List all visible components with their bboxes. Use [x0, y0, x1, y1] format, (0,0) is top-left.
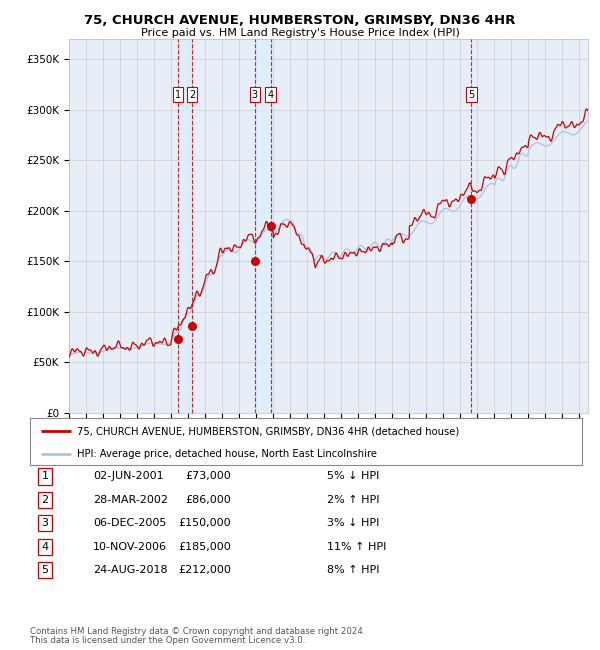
Text: 1: 1 — [175, 90, 181, 99]
Text: 75, CHURCH AVENUE, HUMBERSTON, GRIMSBY, DN36 4HR (detached house): 75, CHURCH AVENUE, HUMBERSTON, GRIMSBY, … — [77, 426, 459, 436]
Text: 24-AUG-2018: 24-AUG-2018 — [93, 565, 167, 575]
Text: 2: 2 — [189, 90, 195, 99]
Text: £73,000: £73,000 — [185, 471, 231, 482]
Text: 4: 4 — [41, 541, 49, 552]
Text: £150,000: £150,000 — [178, 518, 231, 528]
Text: Contains HM Land Registry data © Crown copyright and database right 2024.: Contains HM Land Registry data © Crown c… — [30, 627, 365, 636]
Text: 5: 5 — [41, 565, 49, 575]
Text: 3: 3 — [252, 90, 258, 99]
Text: 5: 5 — [468, 90, 475, 99]
Text: £86,000: £86,000 — [185, 495, 231, 505]
Text: Price paid vs. HM Land Registry's House Price Index (HPI): Price paid vs. HM Land Registry's House … — [140, 28, 460, 38]
Text: £185,000: £185,000 — [178, 541, 231, 552]
Text: This data is licensed under the Open Government Licence v3.0.: This data is licensed under the Open Gov… — [30, 636, 305, 645]
Text: 5% ↓ HPI: 5% ↓ HPI — [327, 471, 379, 482]
Text: 8% ↑ HPI: 8% ↑ HPI — [327, 565, 380, 575]
Text: 2% ↑ HPI: 2% ↑ HPI — [327, 495, 380, 505]
Text: 2: 2 — [41, 495, 49, 505]
Text: 3% ↓ HPI: 3% ↓ HPI — [327, 518, 379, 528]
Text: 4: 4 — [268, 90, 274, 99]
Text: 06-DEC-2005: 06-DEC-2005 — [93, 518, 166, 528]
Text: 11% ↑ HPI: 11% ↑ HPI — [327, 541, 386, 552]
Text: 1: 1 — [41, 471, 49, 482]
Text: 28-MAR-2002: 28-MAR-2002 — [93, 495, 168, 505]
Text: 02-JUN-2001: 02-JUN-2001 — [93, 471, 164, 482]
Bar — [255, 39, 271, 413]
Text: £212,000: £212,000 — [178, 565, 231, 575]
Text: 10-NOV-2006: 10-NOV-2006 — [93, 541, 167, 552]
Bar — [178, 39, 192, 413]
Text: HPI: Average price, detached house, North East Lincolnshire: HPI: Average price, detached house, Nort… — [77, 449, 377, 460]
Text: 75, CHURCH AVENUE, HUMBERSTON, GRIMSBY, DN36 4HR: 75, CHURCH AVENUE, HUMBERSTON, GRIMSBY, … — [85, 14, 515, 27]
Text: 3: 3 — [41, 518, 49, 528]
